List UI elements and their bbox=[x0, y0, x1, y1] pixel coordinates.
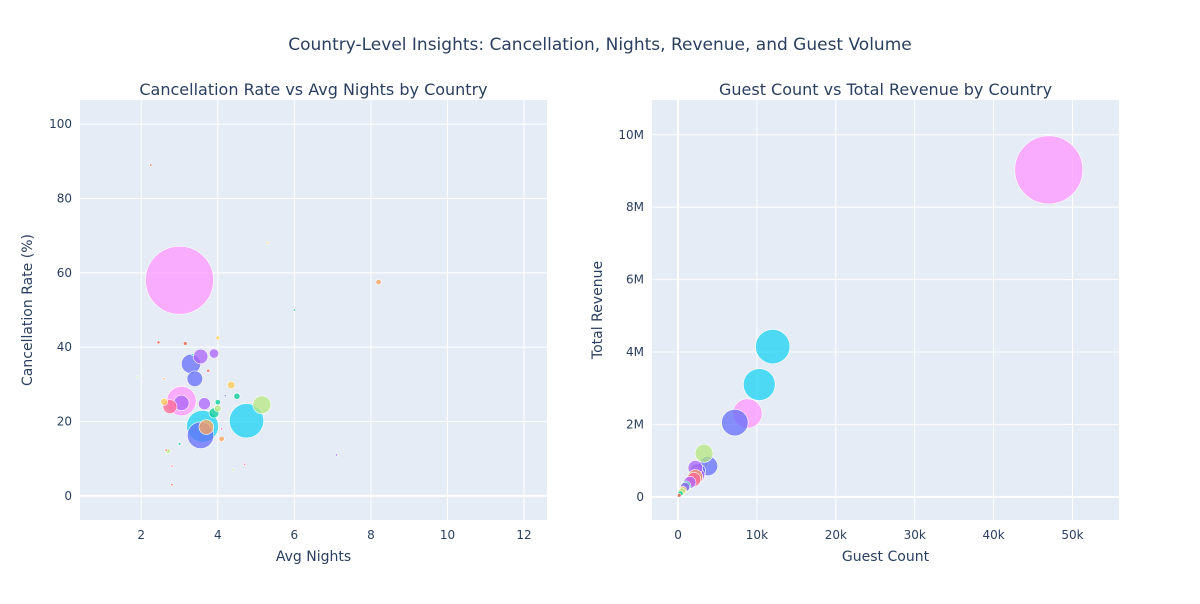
left-x-tick-label: 6 bbox=[291, 528, 299, 542]
right-x-tick-label: 0 bbox=[674, 528, 682, 542]
left-bubble[interactable] bbox=[214, 399, 221, 406]
left-bubble[interactable] bbox=[156, 340, 161, 345]
left-bubble[interactable] bbox=[170, 483, 174, 487]
left-bubble[interactable] bbox=[231, 468, 235, 472]
right-subplot-title: Guest Count vs Total Revenue by Country bbox=[719, 80, 1052, 99]
left-plot-area bbox=[80, 100, 547, 520]
right-y-tick-label: 8M bbox=[626, 200, 644, 214]
right-y-axis-title: Total Revenue bbox=[590, 261, 606, 360]
left-y-tick-label: 20 bbox=[57, 415, 72, 429]
left-y-tick-label: 0 bbox=[64, 489, 72, 503]
left-x-tick-label: 8 bbox=[367, 528, 375, 542]
left-bubble[interactable] bbox=[170, 464, 174, 468]
left-bubble[interactable] bbox=[162, 377, 166, 381]
left-bubble[interactable] bbox=[375, 279, 382, 286]
left-x-axis-title: Avg Nights bbox=[276, 549, 351, 565]
left-bubble[interactable] bbox=[135, 375, 139, 379]
right-bubble[interactable] bbox=[694, 444, 714, 463]
right-x-axis-title: Guest Count bbox=[842, 549, 930, 565]
left-bubble[interactable] bbox=[227, 380, 236, 390]
right-x-tick-label: 10k bbox=[746, 528, 768, 542]
right-x-tick-label: 20k bbox=[825, 528, 847, 542]
left-bubble[interactable] bbox=[233, 392, 241, 400]
left-y-tick-label: 100 bbox=[49, 117, 72, 131]
left-bubble[interactable] bbox=[334, 453, 338, 457]
left-subplot-title: Cancellation Rate vs Avg Nights by Count… bbox=[139, 80, 487, 99]
left-x-tick-label: 4 bbox=[214, 528, 222, 542]
left-bubble[interactable] bbox=[177, 442, 182, 446]
right-y-tick-label: 0 bbox=[636, 490, 644, 504]
left-bubble[interactable] bbox=[145, 245, 214, 315]
left-bubble[interactable] bbox=[186, 370, 203, 387]
right-points bbox=[676, 135, 1084, 498]
right-bubble[interactable] bbox=[676, 493, 682, 498]
left-bubble[interactable] bbox=[220, 427, 224, 431]
right-subplot: 0 10k 20k 30k 40k 50k 0 2M 4M 6M 8M 10M Guest Count… bbox=[590, 80, 1119, 565]
right-bubble[interactable] bbox=[743, 368, 776, 401]
right-y-tick-label: 10M bbox=[618, 128, 644, 142]
right-bubble[interactable] bbox=[721, 408, 749, 437]
left-bubble[interactable] bbox=[218, 435, 225, 442]
left-bubble[interactable] bbox=[198, 397, 211, 411]
left-bubble[interactable] bbox=[198, 419, 214, 435]
left-plot-layer: 2 4 6 8 10 12 0 20 40 60 80 100 bbox=[49, 100, 547, 542]
left-bubble[interactable] bbox=[160, 397, 169, 406]
right-bubble[interactable] bbox=[755, 329, 791, 365]
right-x-tick-label: 30k bbox=[904, 528, 926, 542]
left-bubble[interactable] bbox=[266, 241, 270, 245]
left-bubble[interactable] bbox=[164, 448, 168, 452]
left-bubble[interactable] bbox=[149, 163, 153, 167]
left-bubble[interactable] bbox=[206, 368, 211, 373]
right-plot-layer: 0 10k 20k 30k 40k 50k 0 2M 4M 6M 8M 10M bbox=[618, 100, 1119, 542]
left-bubble[interactable] bbox=[191, 353, 195, 357]
left-bubble[interactable] bbox=[183, 341, 188, 346]
left-y-tick-label: 80 bbox=[57, 191, 72, 205]
left-bubble[interactable] bbox=[215, 335, 221, 341]
left-y-axis-title: Cancellation Rate (%) bbox=[20, 234, 36, 386]
left-bubble[interactable] bbox=[192, 348, 209, 365]
left-x-tick-label: 10 bbox=[440, 528, 455, 542]
right-x-tick-label: 40k bbox=[982, 528, 1004, 542]
left-x-tick-label: 12 bbox=[516, 528, 531, 542]
right-y-tick-label: 6M bbox=[626, 273, 644, 287]
left-bubble[interactable] bbox=[292, 308, 296, 312]
left-y-tick-label: 40 bbox=[57, 340, 72, 354]
left-x-tick-label: 2 bbox=[137, 528, 145, 542]
left-bubble[interactable] bbox=[208, 348, 219, 359]
figure-title: Country-Level Insights: Cancellation, Ni… bbox=[288, 35, 911, 55]
right-x-tick-label: 50k bbox=[1061, 528, 1083, 542]
left-bubble[interactable] bbox=[223, 393, 227, 398]
left-subplot: 2 4 6 8 10 12 0 20 40 60 80 100 Cancellation Rate v… bbox=[20, 80, 547, 565]
left-bubble[interactable] bbox=[252, 395, 272, 415]
left-bubble[interactable] bbox=[243, 462, 247, 466]
right-y-tick-label: 4M bbox=[626, 345, 644, 359]
right-bubble[interactable] bbox=[1014, 135, 1084, 205]
left-y-tick-label: 60 bbox=[57, 266, 72, 280]
left-bubble[interactable] bbox=[213, 404, 222, 413]
left-points bbox=[135, 163, 382, 487]
right-y-tick-label: 2M bbox=[626, 417, 644, 431]
left-bubble[interactable] bbox=[229, 403, 264, 439]
